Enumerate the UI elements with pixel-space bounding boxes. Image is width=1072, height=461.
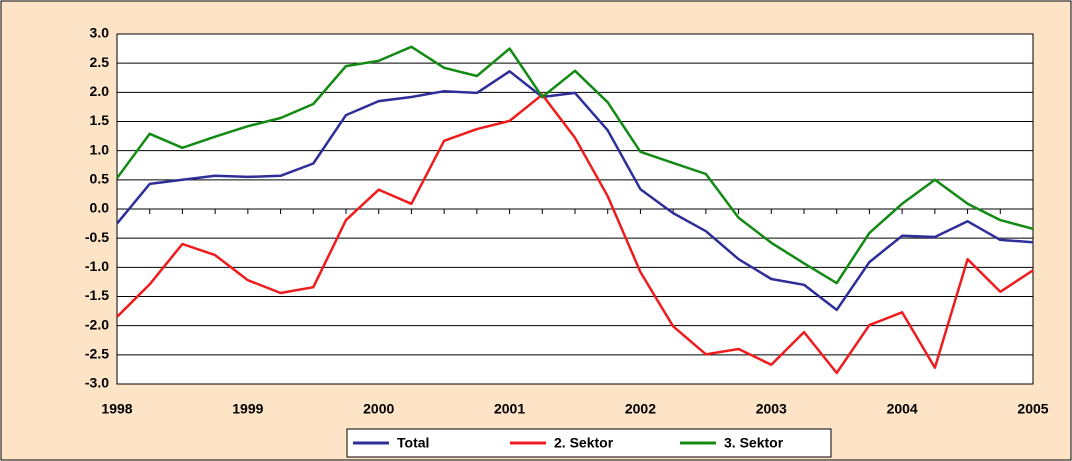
x-tick-label: 2002 — [625, 401, 656, 417]
y-tick-label: -1.0 — [85, 258, 109, 274]
x-tick-label: 2003 — [756, 401, 787, 417]
x-tick-label: 2004 — [887, 401, 918, 417]
y-tick-label: -1.5 — [85, 287, 109, 303]
y-tick-label: -2.5 — [85, 346, 109, 362]
y-tick-label: 2.5 — [90, 54, 110, 70]
y-tick-label: 0.5 — [90, 171, 110, 187]
legend-label: 2. Sektor — [554, 435, 614, 451]
x-tick-label: 1998 — [101, 401, 132, 417]
y-tick-label: -3.0 — [85, 375, 109, 391]
legend-box — [346, 428, 832, 458]
y-tick-label: 2.0 — [90, 83, 110, 99]
y-tick-label: 1.0 — [90, 141, 110, 157]
x-tick-label: 2000 — [363, 401, 394, 417]
x-tick-label: 2005 — [1017, 401, 1048, 417]
series-line — [116, 93, 1034, 375]
series-line — [116, 70, 1034, 312]
y-tick-label: 3.0 — [90, 25, 110, 41]
legend-label: Total — [397, 435, 429, 451]
y-tick-label: -0.5 — [85, 229, 109, 245]
y-tick-label: 1.5 — [90, 112, 110, 128]
y-tick-label: 0.0 — [90, 200, 110, 216]
series-line — [115, 45, 1034, 285]
legend-label: 3. Sektor — [724, 435, 784, 451]
x-tick-label: 1999 — [232, 401, 263, 417]
x-tick-label: 2001 — [494, 401, 525, 417]
y-tick-label: -2.0 — [85, 316, 109, 332]
